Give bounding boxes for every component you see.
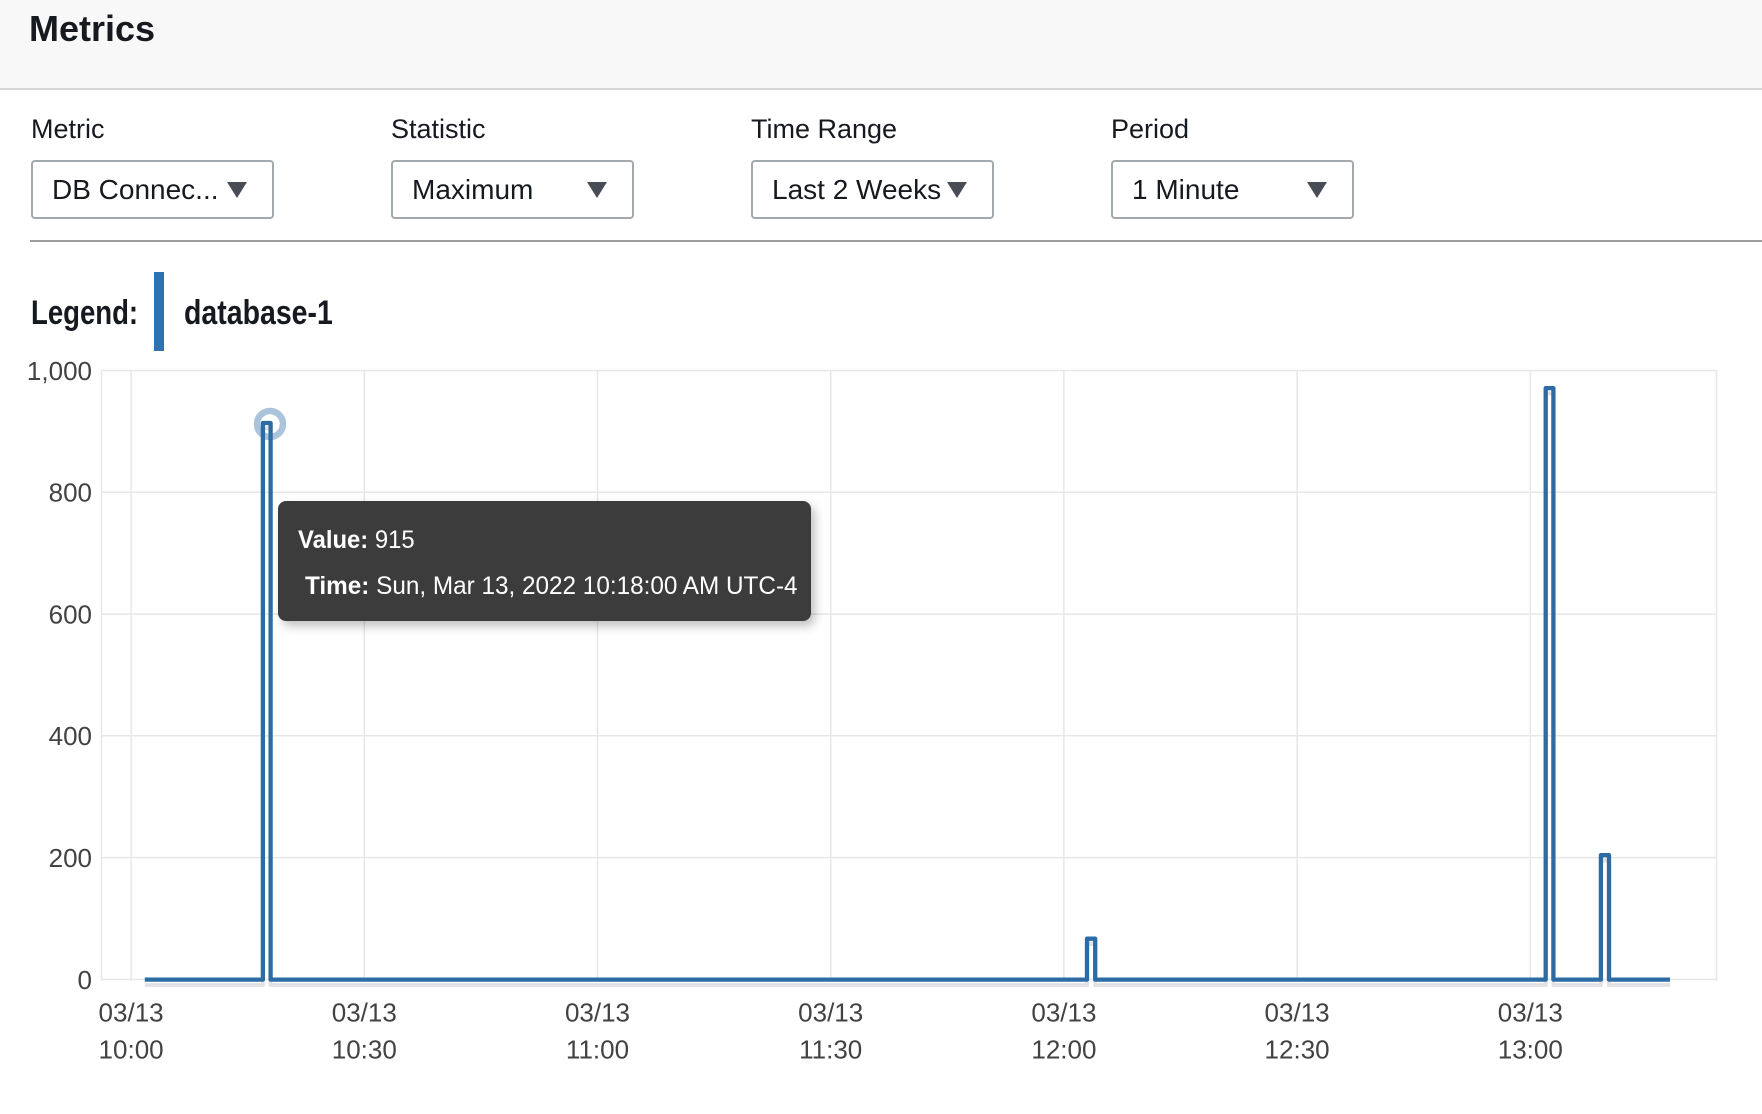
svg-text:03/13: 03/13	[565, 998, 630, 1028]
svg-text:600: 600	[49, 600, 92, 630]
svg-text:03/13: 03/13	[1265, 998, 1330, 1028]
svg-text:1,000: 1,000	[27, 356, 92, 386]
svg-text:03/13: 03/13	[99, 998, 164, 1028]
svg-text:400: 400	[49, 721, 92, 751]
svg-text:03/13: 03/13	[1031, 998, 1096, 1028]
svg-text:12:00: 12:00	[1031, 1035, 1096, 1065]
svg-text:03/13: 03/13	[332, 998, 397, 1028]
svg-text:200: 200	[49, 843, 92, 873]
svg-text:13:00: 13:00	[1498, 1035, 1563, 1065]
svg-text:03/13: 03/13	[798, 998, 863, 1028]
svg-text:11:30: 11:30	[799, 1035, 862, 1065]
svg-text:11:00: 11:00	[566, 1035, 629, 1065]
svg-text:0: 0	[78, 965, 92, 995]
svg-text:03/13: 03/13	[1498, 998, 1563, 1028]
svg-text:800: 800	[49, 478, 92, 508]
svg-text:10:30: 10:30	[332, 1035, 397, 1065]
svg-text:10:00: 10:00	[99, 1035, 164, 1065]
svg-text:12:30: 12:30	[1265, 1035, 1330, 1065]
